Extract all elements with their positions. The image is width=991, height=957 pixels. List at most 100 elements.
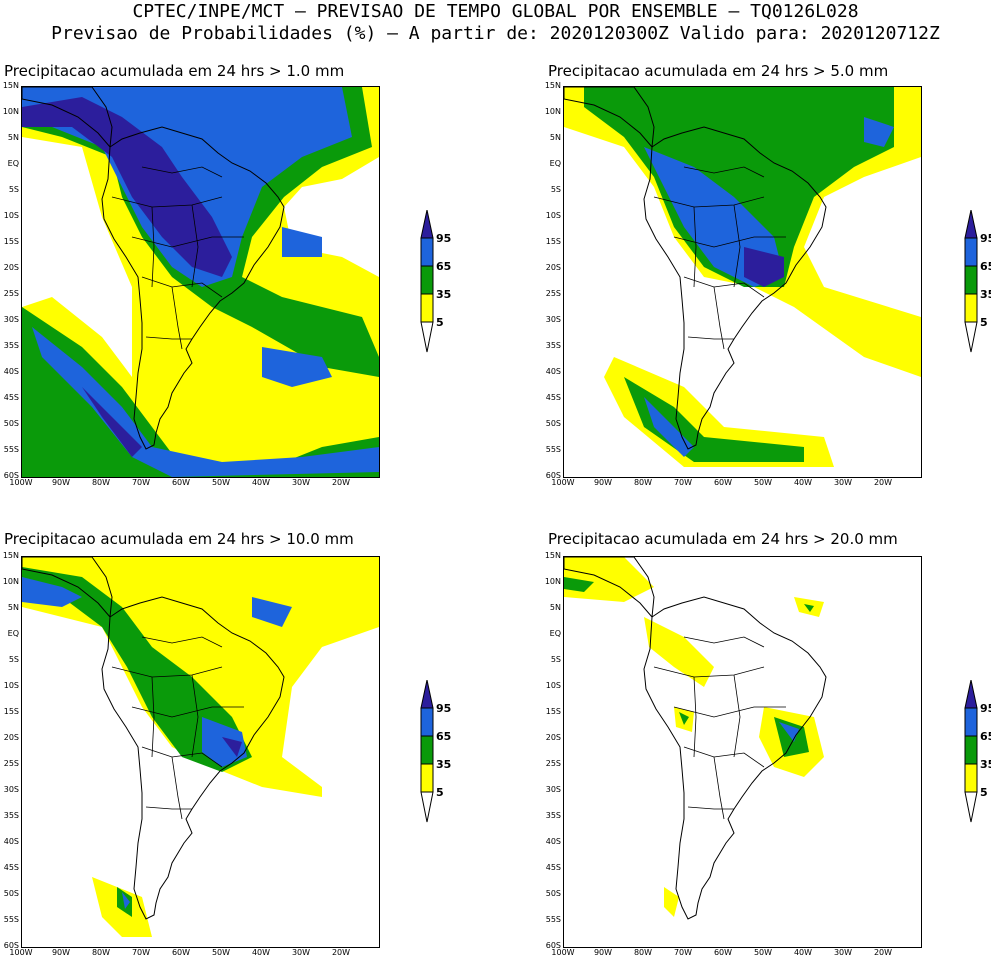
- longitude-label: 20W: [873, 478, 893, 487]
- country-border: [653, 666, 765, 678]
- country-border: [683, 166, 765, 178]
- latitude-label: 45S: [545, 863, 561, 872]
- central-america-coastline: [22, 557, 113, 619]
- latitude-label: EQ: [549, 159, 561, 168]
- longitude-label: 90W: [593, 478, 613, 487]
- header-subtitle-line: Previsao de Probabilidades (%) — A parti…: [51, 23, 940, 44]
- country-border: [713, 756, 725, 820]
- latitude-label: 30S: [3, 315, 19, 324]
- precip-area-p65: [779, 722, 799, 742]
- latitude-label: 35S: [545, 811, 561, 820]
- latitude-label: 35S: [3, 811, 19, 820]
- latitude-label: 5N: [7, 603, 19, 612]
- latitude-label: 55S: [3, 445, 19, 454]
- longitude-label: 90W: [51, 478, 71, 487]
- longitude-label: 100W: [551, 948, 575, 957]
- longitude-label: 50W: [753, 948, 773, 957]
- longitude-label: 40W: [793, 948, 813, 957]
- latitude-label: EQ: [7, 159, 19, 168]
- map-panel-10mm: Precipitacao acumulada em 24 hrs > 10.0 …: [0, 530, 480, 957]
- map-panel-1mm: Precipitacao acumulada em 24 hrs > 1.0 m…: [0, 62, 480, 487]
- country-border: [171, 756, 183, 820]
- legend-label: 95: [980, 232, 991, 245]
- longitude-label: 50W: [753, 478, 773, 487]
- country-border: [673, 236, 786, 248]
- latitude-label: 55S: [545, 915, 561, 924]
- latitude-label: 10S: [3, 211, 19, 220]
- precip-area-p65: [122, 892, 130, 909]
- latitude-label: 15N: [2, 551, 19, 560]
- latitude-label: 60S: [545, 941, 561, 950]
- precip-area-p65: [32, 327, 379, 477]
- map-panel-20mm: Precipitacao acumulada em 24 hrs > 20.0 …: [540, 530, 991, 957]
- longitude-label: 60W: [713, 948, 733, 957]
- latitude-label: 10S: [545, 681, 561, 690]
- latitude-label: 50S: [3, 419, 19, 428]
- longitude-label: 70W: [673, 948, 693, 957]
- legend-label: 95: [436, 232, 452, 245]
- latitude-label: 5N: [549, 603, 561, 612]
- longitude-label: 30W: [291, 948, 311, 957]
- longitude-label: 90W: [51, 948, 71, 957]
- precip-area-p95: [22, 97, 232, 277]
- country-border: [145, 336, 192, 340]
- precip-area-p95: [82, 387, 142, 457]
- latitude-label: 5N: [549, 133, 561, 142]
- country-border: [653, 196, 765, 208]
- precip-area-p35: [564, 577, 594, 592]
- legend-label: 95: [980, 702, 991, 715]
- latitude-label: 45S: [3, 393, 19, 402]
- precip-area-p5: [664, 887, 679, 917]
- south-america-coastline: [643, 126, 827, 450]
- latitude-label: 25S: [3, 759, 19, 768]
- legend-label: 35: [436, 758, 452, 771]
- latitude-label: 15N: [544, 81, 561, 90]
- precip-area-p65: [644, 397, 694, 457]
- latitude-label: 10S: [545, 211, 561, 220]
- country-border: [151, 676, 155, 758]
- latitude-label: 25S: [545, 289, 561, 298]
- precip-area-p35: [584, 87, 894, 287]
- precip-area-p5: [564, 557, 654, 602]
- latitude-label: 60S: [3, 941, 19, 950]
- precip-area-p65: [262, 347, 332, 387]
- longitude-label: 40W: [251, 948, 271, 957]
- legend-label: 95: [436, 702, 452, 715]
- latitude-label: 30S: [545, 315, 561, 324]
- country-border: [151, 206, 155, 288]
- longitude-label: 30W: [833, 948, 853, 957]
- latitude-label: 60S: [3, 471, 19, 480]
- country-border: [733, 674, 741, 758]
- south-america-coastline: [101, 126, 285, 450]
- latitude-label: EQ: [7, 629, 19, 638]
- precip-area-p95: [222, 737, 242, 757]
- latitude-label: 5S: [8, 185, 19, 194]
- latitude-label: 35S: [545, 341, 561, 350]
- latitude-label: 40S: [3, 837, 19, 846]
- south-america-coastline: [643, 596, 827, 920]
- latitude-label: 15S: [545, 237, 561, 246]
- latitude-label: 25S: [545, 759, 561, 768]
- latitude-label: 40S: [545, 367, 561, 376]
- longitude-label: 80W: [633, 948, 653, 957]
- latitude-label: 20S: [545, 263, 561, 272]
- panel-title: Precipitacao acumulada em 24 hrs > 10.0 …: [4, 530, 354, 548]
- latitude-label: 45S: [545, 393, 561, 402]
- latitude-label: 25S: [3, 289, 19, 298]
- map-panel-5mm: Precipitacao acumulada em 24 hrs > 5.0 m…: [540, 62, 991, 487]
- longitude-label: 20W: [331, 948, 351, 957]
- country-border: [191, 204, 199, 288]
- precip-area-p5: [644, 617, 714, 687]
- latitude-label: 10N: [544, 577, 561, 586]
- latitude-label: 20S: [3, 733, 19, 742]
- longitude-label: 40W: [251, 478, 271, 487]
- latitude-label: 10N: [2, 107, 19, 116]
- legend-label: 65: [980, 260, 991, 273]
- latitude-label: 15S: [3, 237, 19, 246]
- longitude-label: 20W: [873, 948, 893, 957]
- color-legend: 95 65 35 5: [962, 210, 991, 355]
- longitude-label: 100W: [551, 478, 575, 487]
- longitude-label: 80W: [91, 948, 111, 957]
- latitude-label: 40S: [3, 367, 19, 376]
- longitude-label: 100W: [9, 948, 33, 957]
